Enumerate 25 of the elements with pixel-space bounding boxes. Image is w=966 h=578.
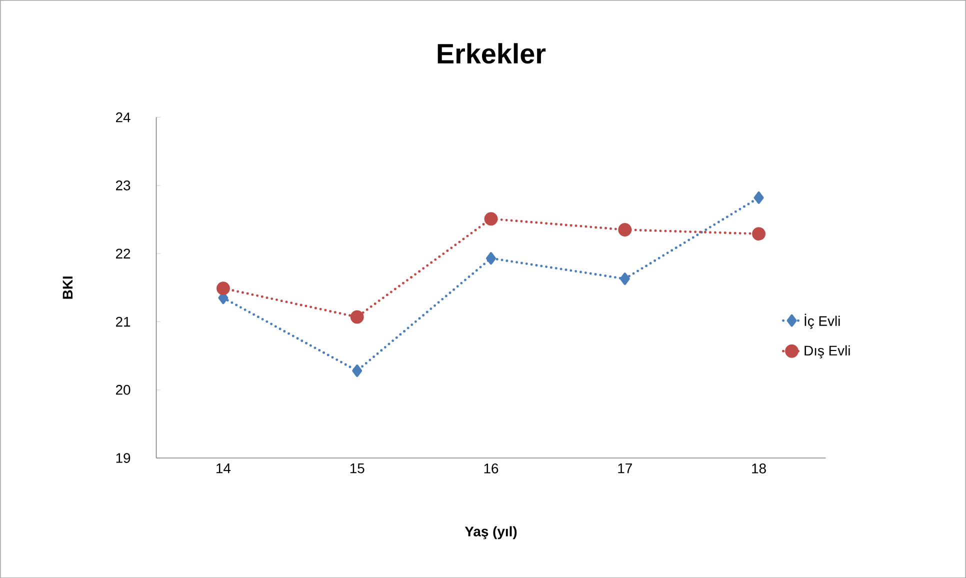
y-tick-label: 19 bbox=[116, 452, 130, 463]
x-tick-label: 18 bbox=[752, 463, 766, 474]
x-tick-label: 16 bbox=[484, 463, 498, 474]
x-tick-label: 15 bbox=[350, 463, 364, 474]
x-tick-label: 14 bbox=[216, 463, 231, 473]
y-tick-label: 24 bbox=[116, 112, 130, 122]
x-tick-label: 17 bbox=[618, 463, 632, 473]
chart-title: Erkekler bbox=[438, 42, 546, 64]
point bbox=[754, 191, 764, 204]
legend-label: Dış Evli bbox=[804, 345, 850, 358]
point bbox=[216, 281, 230, 295]
point bbox=[486, 252, 496, 264]
y-axis-title: BKI bbox=[62, 276, 72, 299]
y-tick-label: 23 bbox=[116, 180, 130, 190]
point bbox=[752, 226, 766, 240]
y-tick-label: 22 bbox=[116, 248, 130, 258]
point bbox=[350, 310, 364, 324]
point bbox=[618, 222, 632, 236]
y-tick-label: 20 bbox=[116, 384, 130, 395]
point bbox=[620, 272, 630, 285]
y-tick-label: 21 bbox=[116, 316, 130, 326]
point bbox=[484, 212, 498, 226]
point bbox=[352, 364, 362, 377]
x-axis-title: Yaş (yıl) bbox=[464, 526, 517, 540]
legend-label: İç Evli bbox=[804, 314, 840, 329]
